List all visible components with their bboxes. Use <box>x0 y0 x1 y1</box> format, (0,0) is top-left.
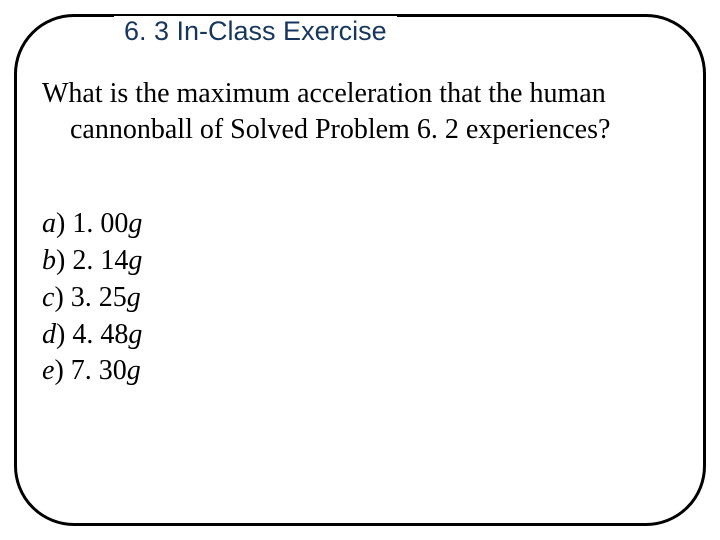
option-value: 1. 00 <box>72 208 128 239</box>
option-a: a) 1. 00g <box>42 206 652 243</box>
option-label: a <box>42 208 56 239</box>
option-unit: g <box>128 208 142 239</box>
title-container: 6. 3 In-Class Exercise <box>114 16 397 47</box>
slide-title: 6. 3 In-Class Exercise <box>124 16 387 47</box>
options-list: a) 1. 00g b) 2. 14g c) 3. 25g d) 4. 48g … <box>42 206 652 391</box>
option-value: 3. 25 <box>71 282 127 313</box>
question-body: What is the maximum acceleration that th… <box>42 76 652 148</box>
option-c: c) 3. 25g <box>42 280 652 317</box>
slide-content: What is the maximum acceleration that th… <box>42 76 652 390</box>
option-unit: g <box>128 319 142 350</box>
option-label: e <box>42 355 54 386</box>
option-value: 2. 14 <box>72 245 128 276</box>
option-d: d) 4. 48g <box>42 317 652 354</box>
question-text: What is the maximum acceleration that th… <box>42 76 652 148</box>
option-e: e) 7. 30g <box>42 353 652 390</box>
option-unit: g <box>127 355 141 386</box>
option-label: d <box>42 319 56 350</box>
option-unit: g <box>127 282 141 313</box>
option-label: b <box>42 245 56 276</box>
option-value: 7. 30 <box>71 355 127 386</box>
option-value: 4. 48 <box>72 319 128 350</box>
option-unit: g <box>128 245 142 276</box>
option-b: b) 2. 14g <box>42 243 652 280</box>
option-label: c <box>42 282 54 313</box>
